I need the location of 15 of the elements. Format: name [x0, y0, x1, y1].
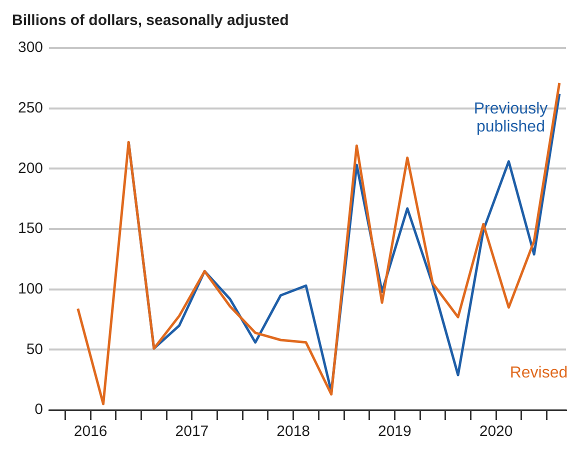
- x-tick-label: 2017: [175, 423, 209, 440]
- y-tick-label: 100: [18, 280, 44, 298]
- y-tick-label: 50: [26, 340, 44, 358]
- x-tick-label: 2020: [479, 423, 513, 440]
- y-tick-label: 200: [18, 160, 44, 177]
- text: Revised: [510, 364, 568, 382]
- y-tick-label: 150: [18, 220, 44, 238]
- y-axis-title: Billions of dollars, seasonally adjusted: [12, 12, 289, 30]
- y-tick-label: 300: [18, 39, 44, 56]
- series-label: Previously published: [474, 100, 548, 136]
- y-tick-label: 250: [18, 99, 44, 116]
- x-tick-label: 2019: [378, 423, 412, 440]
- x-tick-label: 2016: [74, 423, 108, 440]
- y-tick-label: 0: [34, 401, 44, 418]
- x-tick-label: 2018: [276, 423, 310, 440]
